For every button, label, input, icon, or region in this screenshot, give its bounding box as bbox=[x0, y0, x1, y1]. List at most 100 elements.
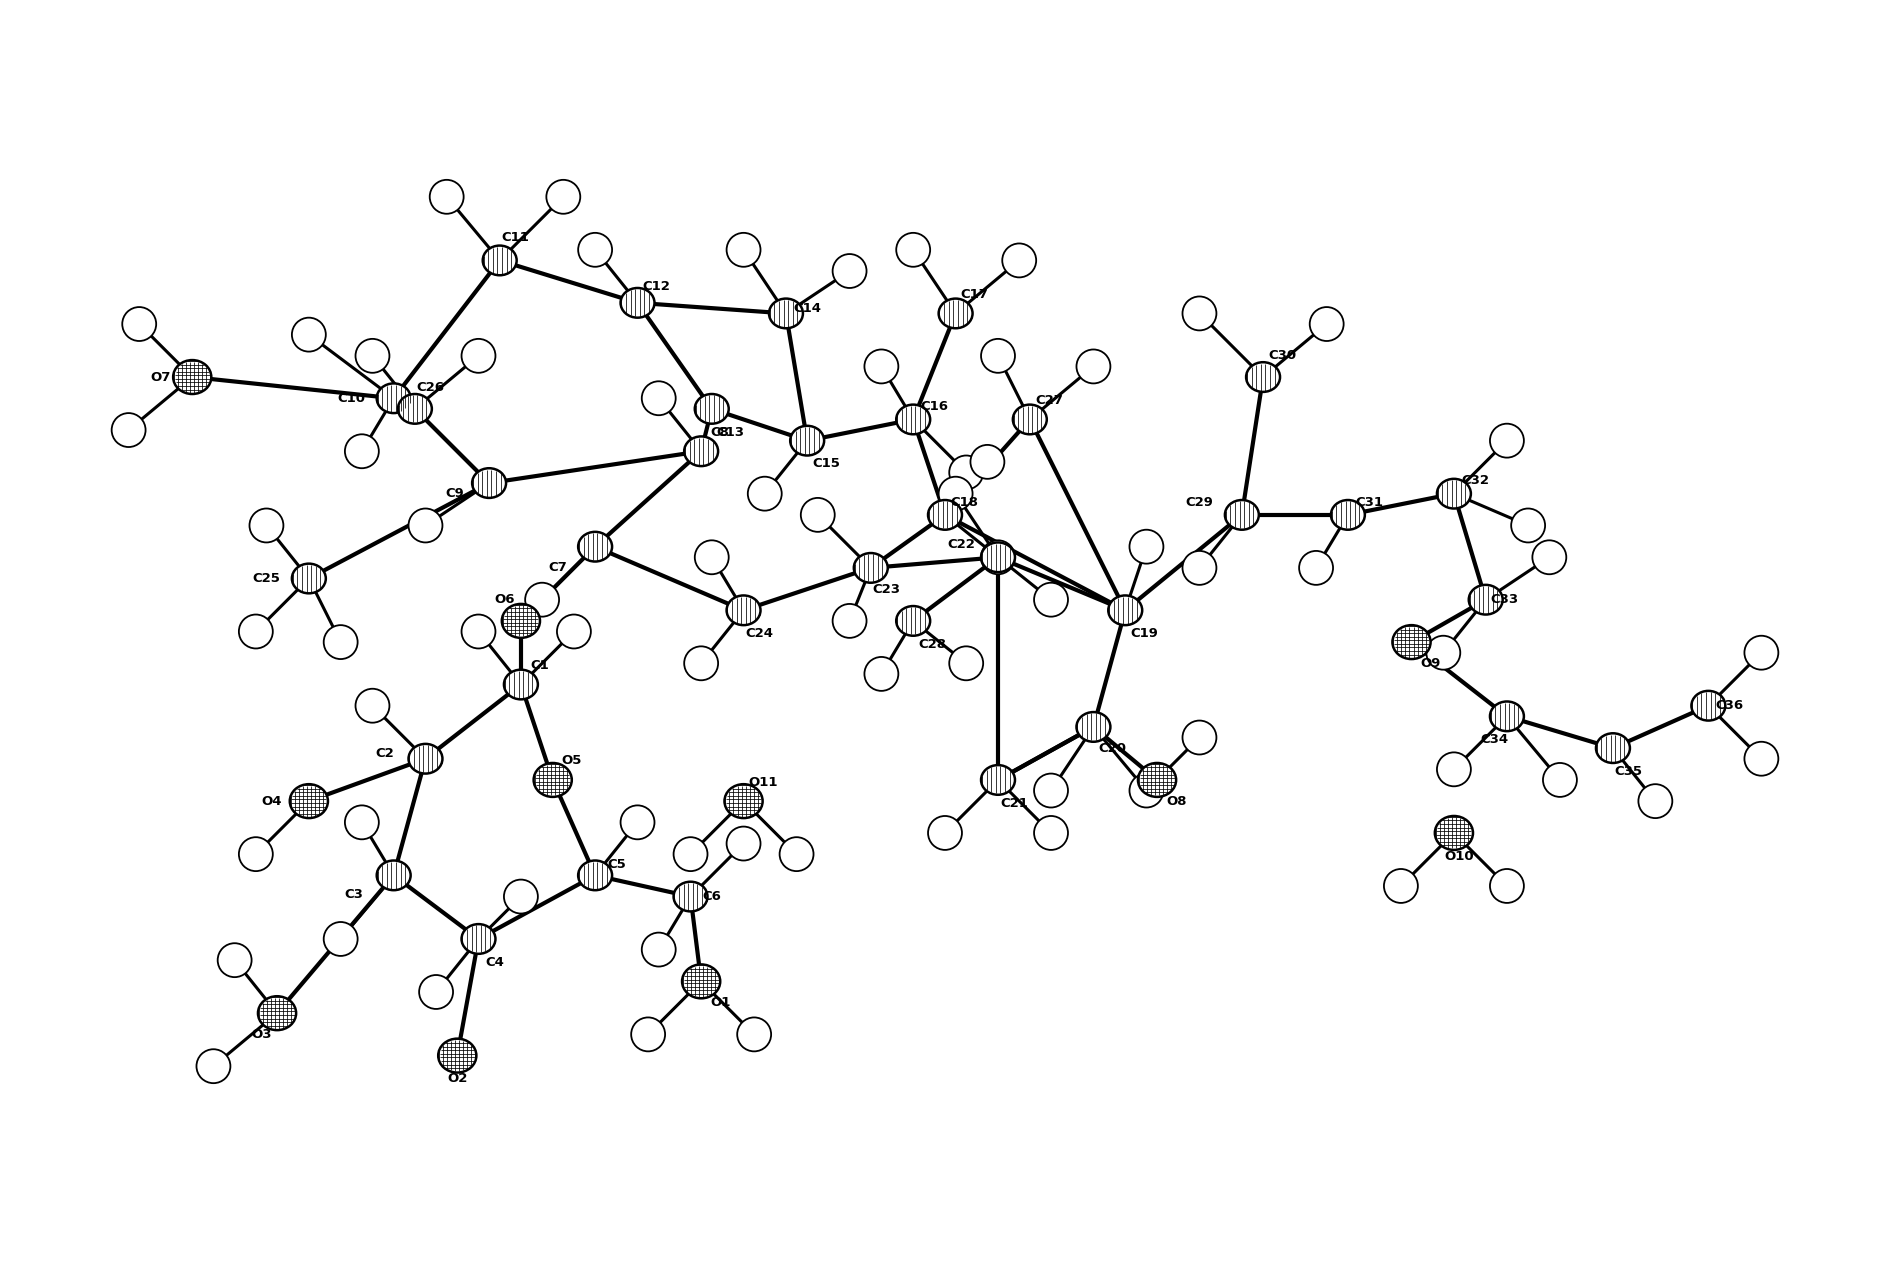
Ellipse shape bbox=[695, 541, 729, 575]
Text: C24: C24 bbox=[744, 628, 773, 640]
Ellipse shape bbox=[863, 657, 897, 691]
Ellipse shape bbox=[1033, 816, 1067, 850]
Ellipse shape bbox=[1383, 869, 1417, 903]
Ellipse shape bbox=[578, 232, 612, 266]
Ellipse shape bbox=[504, 879, 538, 913]
Text: C16: C16 bbox=[920, 400, 948, 413]
Ellipse shape bbox=[1489, 701, 1523, 731]
Text: C20: C20 bbox=[1098, 741, 1126, 754]
Text: C6: C6 bbox=[703, 890, 722, 903]
Ellipse shape bbox=[344, 806, 378, 840]
Ellipse shape bbox=[684, 647, 718, 681]
Ellipse shape bbox=[355, 338, 389, 373]
Ellipse shape bbox=[376, 860, 410, 890]
Text: C11: C11 bbox=[501, 231, 529, 244]
Text: C14: C14 bbox=[793, 302, 820, 314]
Ellipse shape bbox=[257, 997, 297, 1031]
Text: C12: C12 bbox=[642, 280, 671, 293]
Ellipse shape bbox=[1392, 625, 1430, 659]
Text: O5: O5 bbox=[561, 754, 582, 768]
Ellipse shape bbox=[1033, 773, 1067, 807]
Ellipse shape bbox=[123, 307, 157, 341]
Ellipse shape bbox=[249, 509, 283, 542]
Text: C13: C13 bbox=[716, 426, 744, 438]
Text: C5: C5 bbox=[606, 859, 625, 871]
Ellipse shape bbox=[238, 615, 272, 648]
Ellipse shape bbox=[642, 932, 676, 966]
Text: C36: C36 bbox=[1715, 700, 1744, 712]
Ellipse shape bbox=[620, 806, 654, 840]
Ellipse shape bbox=[895, 232, 929, 266]
Ellipse shape bbox=[1638, 784, 1672, 818]
Ellipse shape bbox=[948, 647, 982, 681]
Ellipse shape bbox=[1436, 753, 1470, 787]
Ellipse shape bbox=[725, 232, 759, 266]
Ellipse shape bbox=[1532, 541, 1566, 575]
Ellipse shape bbox=[578, 532, 612, 562]
Text: O2: O2 bbox=[448, 1072, 467, 1085]
Text: C3: C3 bbox=[344, 888, 363, 901]
Ellipse shape bbox=[939, 476, 973, 510]
Text: O1: O1 bbox=[710, 997, 729, 1009]
Ellipse shape bbox=[482, 245, 516, 275]
Ellipse shape bbox=[1426, 635, 1460, 669]
Ellipse shape bbox=[737, 1018, 771, 1051]
Ellipse shape bbox=[642, 381, 676, 416]
Text: C35: C35 bbox=[1613, 765, 1642, 778]
Ellipse shape bbox=[1033, 582, 1067, 616]
Ellipse shape bbox=[323, 625, 357, 659]
Ellipse shape bbox=[1744, 635, 1778, 669]
Ellipse shape bbox=[980, 542, 1014, 572]
Ellipse shape bbox=[1130, 529, 1164, 563]
Ellipse shape bbox=[399, 394, 431, 423]
Ellipse shape bbox=[620, 288, 654, 318]
Ellipse shape bbox=[682, 965, 720, 998]
Ellipse shape bbox=[1594, 734, 1628, 763]
Ellipse shape bbox=[461, 338, 495, 373]
Ellipse shape bbox=[557, 615, 591, 648]
Text: C22: C22 bbox=[946, 538, 975, 551]
Ellipse shape bbox=[927, 816, 962, 850]
Text: C26: C26 bbox=[417, 381, 444, 394]
Ellipse shape bbox=[1001, 244, 1035, 278]
Ellipse shape bbox=[504, 669, 538, 700]
Ellipse shape bbox=[525, 582, 559, 616]
Ellipse shape bbox=[217, 943, 251, 978]
Ellipse shape bbox=[461, 615, 495, 648]
Text: C32: C32 bbox=[1460, 475, 1489, 488]
Ellipse shape bbox=[725, 595, 759, 625]
Text: C33: C33 bbox=[1490, 594, 1519, 606]
Ellipse shape bbox=[323, 922, 357, 956]
Ellipse shape bbox=[672, 882, 706, 912]
Ellipse shape bbox=[1298, 551, 1332, 585]
Ellipse shape bbox=[111, 413, 145, 447]
Text: O10: O10 bbox=[1443, 850, 1473, 863]
Text: O3: O3 bbox=[251, 1028, 272, 1041]
Ellipse shape bbox=[833, 254, 865, 288]
Ellipse shape bbox=[895, 404, 929, 434]
Ellipse shape bbox=[1183, 551, 1217, 585]
Ellipse shape bbox=[1130, 773, 1164, 807]
Ellipse shape bbox=[1489, 423, 1523, 457]
Ellipse shape bbox=[1245, 362, 1279, 392]
Ellipse shape bbox=[778, 837, 812, 871]
Ellipse shape bbox=[854, 553, 888, 582]
Text: C34: C34 bbox=[1479, 733, 1507, 746]
Ellipse shape bbox=[833, 604, 865, 638]
Ellipse shape bbox=[533, 763, 572, 797]
Text: C4: C4 bbox=[485, 956, 504, 969]
Ellipse shape bbox=[1541, 763, 1575, 797]
Text: O8: O8 bbox=[1166, 794, 1186, 807]
Ellipse shape bbox=[289, 784, 329, 818]
Ellipse shape bbox=[1691, 691, 1725, 721]
Text: C28: C28 bbox=[918, 638, 946, 650]
Ellipse shape bbox=[980, 338, 1014, 373]
Text: O9: O9 bbox=[1421, 657, 1439, 669]
Ellipse shape bbox=[1183, 721, 1217, 754]
Ellipse shape bbox=[578, 860, 612, 890]
Text: C27: C27 bbox=[1035, 394, 1062, 407]
Ellipse shape bbox=[546, 179, 580, 213]
Text: C19: C19 bbox=[1130, 628, 1158, 640]
Ellipse shape bbox=[461, 925, 495, 954]
Text: O4: O4 bbox=[261, 794, 281, 807]
